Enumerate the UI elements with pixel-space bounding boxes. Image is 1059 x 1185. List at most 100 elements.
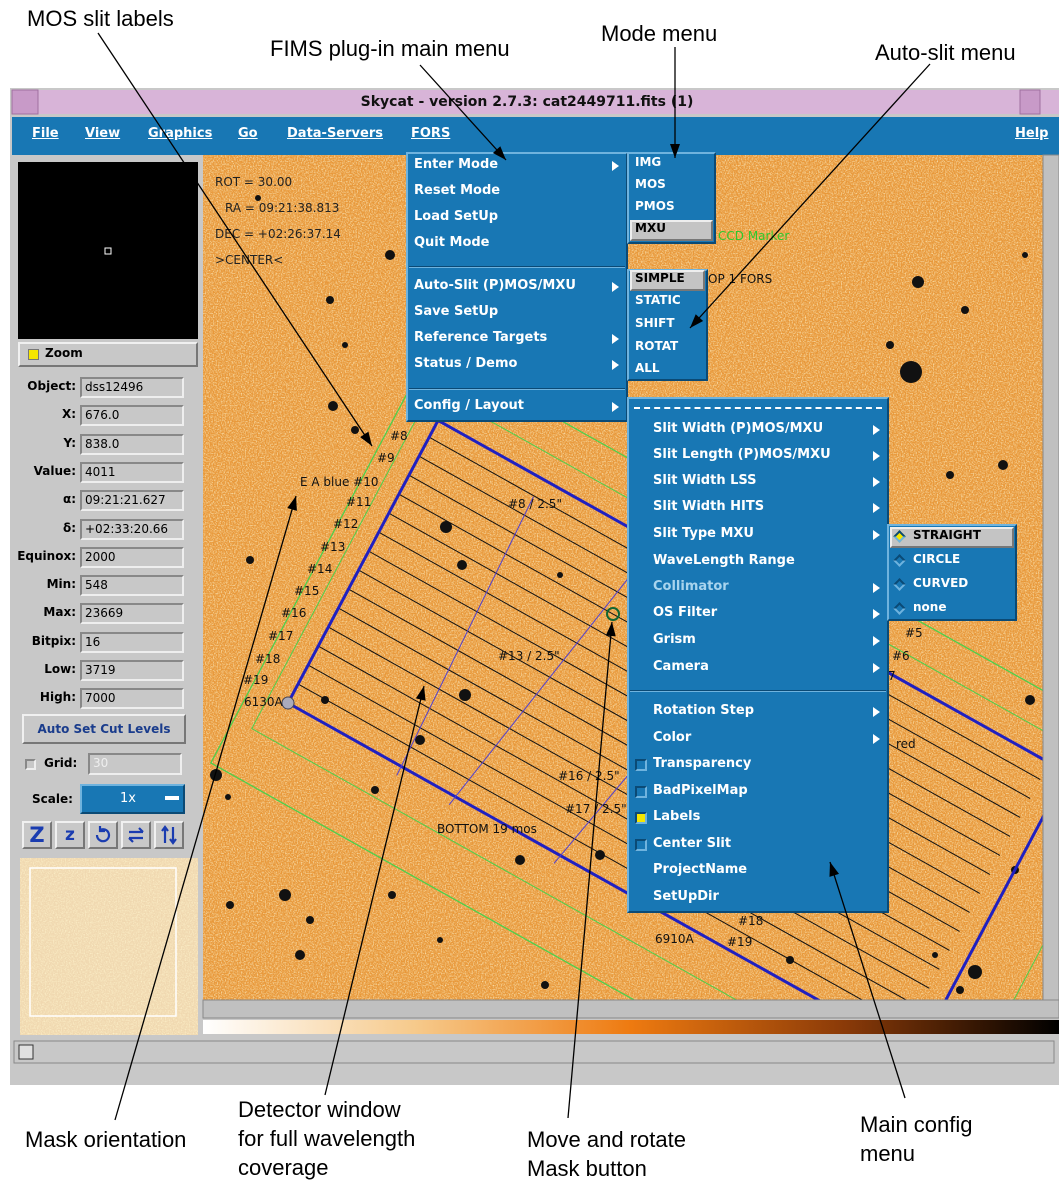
menu-item[interactable]: OS Filter [653, 605, 718, 620]
menu-item[interactable]: Grism [653, 632, 696, 647]
h-scrollbar[interactable] [202, 999, 1059, 1019]
menubar-item[interactable]: FORS [411, 126, 451, 141]
submenu-arrow [612, 360, 619, 370]
star [225, 794, 231, 800]
menu-item[interactable]: Center Slit [653, 836, 732, 851]
minimize-button[interactable] [1019, 89, 1041, 115]
star [998, 460, 1008, 470]
menu-item[interactable]: SHIFT [635, 316, 675, 330]
star [295, 950, 305, 960]
menu-item[interactable]: MXU [635, 221, 666, 235]
star [932, 952, 938, 958]
scale-indicator [165, 796, 179, 800]
menu-item[interactable]: BadPixelMap [653, 783, 748, 798]
menubar-item[interactable]: Help [1015, 126, 1049, 141]
menu-item[interactable]: Quit Mode [414, 235, 490, 250]
menu-item[interactable]: ALL [635, 361, 660, 375]
menu-item[interactable]: Labels [653, 809, 701, 824]
field-label: Equinox: [17, 548, 76, 563]
field-label: Bitpix: [31, 633, 76, 648]
icon-path [95, 826, 111, 843]
menu-item[interactable]: Color [653, 730, 692, 745]
menu-item[interactable]: Status / Demo [414, 356, 518, 371]
star [459, 689, 471, 701]
move-rotate-button[interactable] [606, 607, 620, 621]
menu-item[interactable]: Slit Width HITS [653, 499, 765, 514]
field-label: α: [62, 492, 76, 507]
menu-item[interactable]: Load SetUp [414, 209, 499, 224]
field-value: 4011 [80, 461, 184, 483]
v-scrollbar[interactable] [1042, 154, 1059, 1001]
menu-separator [409, 266, 625, 268]
grid-check[interactable] [25, 759, 36, 770]
menubar-item[interactable]: View [85, 126, 121, 141]
slit-label: E A blue #10 [300, 475, 379, 489]
submenu-arrow [873, 609, 880, 619]
star [900, 361, 922, 383]
tool-button[interactable] [88, 821, 118, 849]
star [886, 341, 894, 349]
menu-item[interactable]: ProjectName [653, 862, 748, 877]
star [279, 889, 291, 901]
menu-item[interactable]: Camera [653, 659, 709, 674]
menu-item[interactable]: Auto-Slit (P)MOS/MXU [414, 278, 576, 293]
zoom-window [18, 162, 198, 339]
menu-item[interactable]: Slit Width (P)MOS/MXU [653, 421, 824, 436]
menu-item[interactable]: Slit Width LSS [653, 473, 757, 488]
menu-item[interactable]: WaveLength Range [653, 553, 795, 568]
menubar-item[interactable]: File [32, 126, 59, 141]
menubar-item[interactable]: Data-Servers [287, 126, 383, 141]
menu-item[interactable]: Slit Type MXU [653, 526, 754, 541]
menu-item[interactable]: CIRCLE [913, 552, 961, 566]
menu-item[interactable]: STRAIGHT [913, 528, 981, 542]
menubar-item[interactable]: Go [238, 126, 258, 141]
field-label: Object: [27, 379, 76, 393]
tool-icon [128, 827, 144, 843]
field-label: Y: [63, 435, 76, 450]
field-label: Low: [44, 662, 76, 676]
annotation: FIMS plug-in main menu [270, 36, 510, 61]
submenu-arrow [612, 161, 619, 171]
menu-check [635, 812, 647, 824]
info-icon[interactable] [18, 1044, 34, 1060]
slit-label: #13 / 2.5" [498, 649, 560, 663]
menu-item[interactable]: Slit Length (P)MOS/MXU [653, 447, 831, 462]
menu-item[interactable]: ROTAT [635, 339, 679, 353]
menu-item[interactable]: PMOS [635, 199, 675, 213]
submenu-arrow [873, 425, 880, 435]
menu-item[interactable]: STATIC [635, 293, 681, 307]
zoom-label: Zoom [45, 346, 83, 360]
menu-item[interactable]: Save SetUp [414, 304, 499, 319]
field-value: dss12496 [80, 377, 184, 398]
tool-button[interactable] [154, 821, 184, 849]
annotation: menu [860, 1141, 916, 1166]
menubar-item[interactable]: Graphics [148, 126, 213, 141]
slit-label: #5 [905, 626, 923, 640]
menu-item[interactable]: Enter Mode [414, 157, 499, 172]
menu-item[interactable]: Config / Layout [414, 398, 524, 413]
field-label: High: [39, 690, 76, 705]
window-menu-button[interactable] [11, 89, 39, 115]
tool-button[interactable] [121, 821, 151, 849]
menu-item[interactable]: Reference Targets [414, 330, 548, 345]
menu-item[interactable]: Collimator [653, 579, 729, 594]
tool-button[interactable]: Z [22, 821, 52, 849]
menu-item[interactable]: MOS [635, 177, 666, 191]
tool-button[interactable]: z [55, 821, 85, 849]
menu-item[interactable]: IMG [635, 155, 662, 169]
star [388, 891, 396, 899]
cut-levels-button[interactable]: Auto Set Cut Levels [22, 714, 186, 744]
tool-icon [161, 825, 177, 845]
colorbar [203, 1020, 1059, 1034]
menu-item[interactable]: Rotation Step [653, 703, 755, 718]
menu-item[interactable]: SetUpDir [653, 889, 719, 904]
slit-label: #19 [243, 673, 268, 687]
menu-item[interactable]: Transparency [653, 756, 752, 771]
menu-item[interactable]: CURVED [913, 576, 969, 590]
slit-label: #17 [268, 629, 293, 643]
menu-item[interactable]: none [913, 600, 947, 614]
zoom-button[interactable]: Zoom [18, 342, 198, 367]
menu-item[interactable]: SIMPLE [635, 271, 685, 285]
submenu-arrow [873, 663, 880, 673]
menu-item[interactable]: Reset Mode [414, 183, 501, 198]
